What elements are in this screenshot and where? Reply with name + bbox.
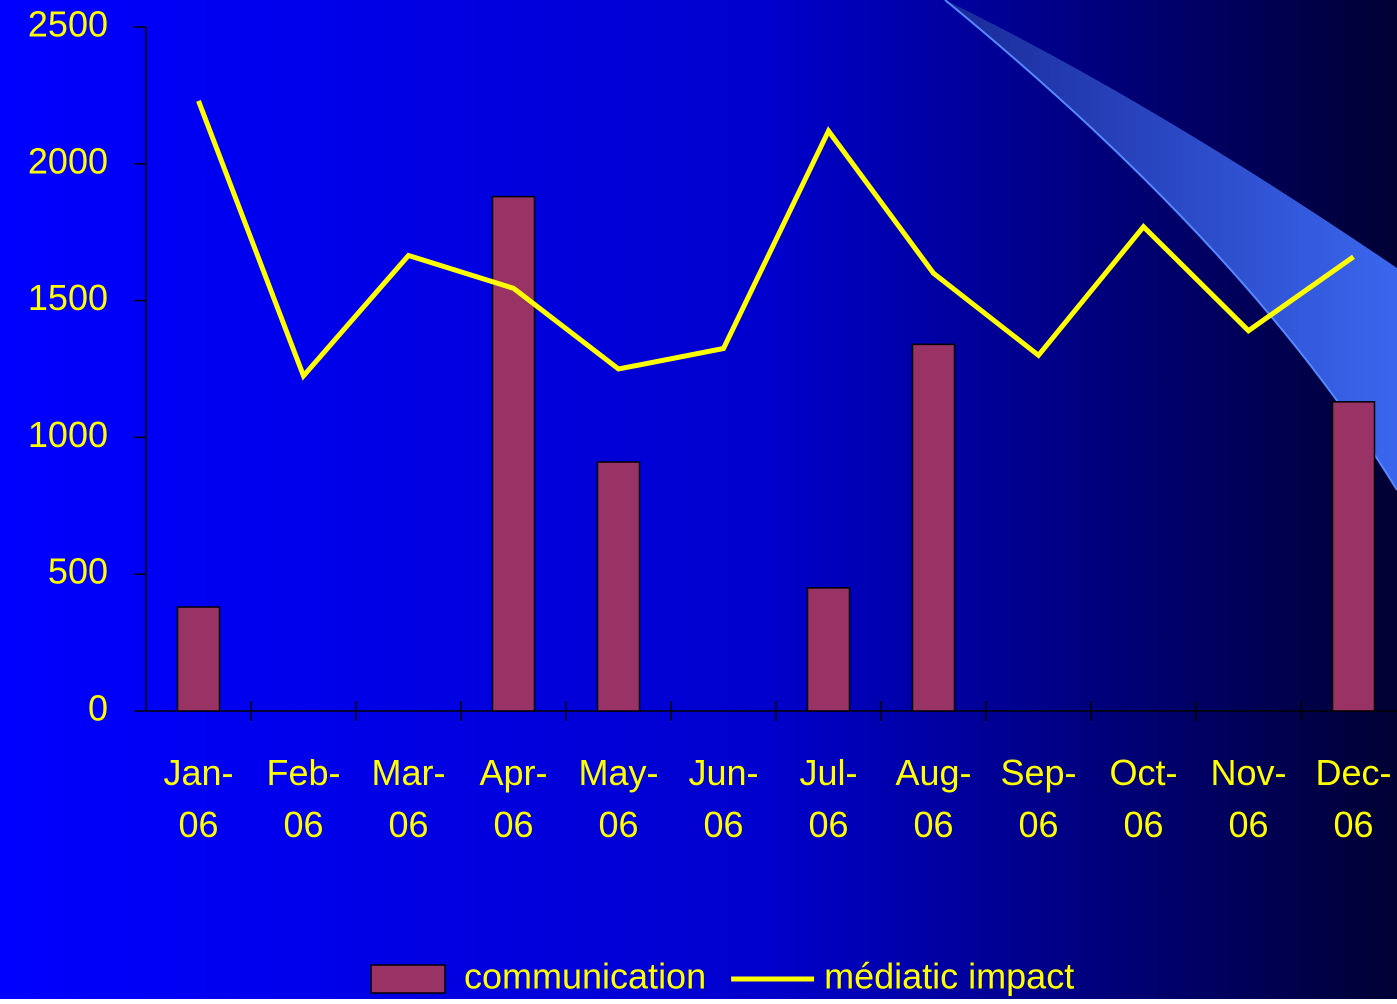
y-tick-label: 2000 [28, 140, 108, 181]
y-tick-label: 500 [48, 551, 108, 592]
line [196, 99, 1355, 381]
x-tick-label: Jun-06 [688, 752, 758, 845]
x-tick-label: Dec-06 [1315, 752, 1391, 845]
y-tick-label: 2500 [28, 4, 108, 45]
legend-label: communication [464, 956, 706, 997]
y-tick-label: 0 [88, 688, 108, 729]
bar [1331, 401, 1376, 712]
bar [176, 606, 221, 712]
y-tick-label: 1000 [28, 414, 108, 455]
x-tick-label: Oct-06 [1110, 752, 1178, 845]
x-tick-label: Jul-06 [799, 752, 857, 845]
bar [806, 587, 851, 712]
bar [596, 461, 641, 712]
x-tick-label: Sep-06 [1000, 752, 1076, 845]
x-tick-label: Aug-06 [895, 752, 971, 845]
x-tick-label: Jan-06 [163, 752, 233, 845]
bar [911, 343, 956, 712]
legend-swatch [370, 964, 446, 994]
x-tick-label: Apr-06 [479, 752, 547, 845]
x-tick-label: Mar-06 [372, 752, 446, 845]
x-tick-label: Nov-06 [1210, 752, 1286, 845]
legend-label: médiatic impact [824, 956, 1074, 997]
decor-swoosh [945, 0, 1397, 490]
bar [491, 195, 536, 712]
y-tick-label: 1500 [28, 277, 108, 318]
x-tick-label: Feb-06 [266, 752, 340, 845]
x-tick-label: May-06 [579, 752, 659, 845]
